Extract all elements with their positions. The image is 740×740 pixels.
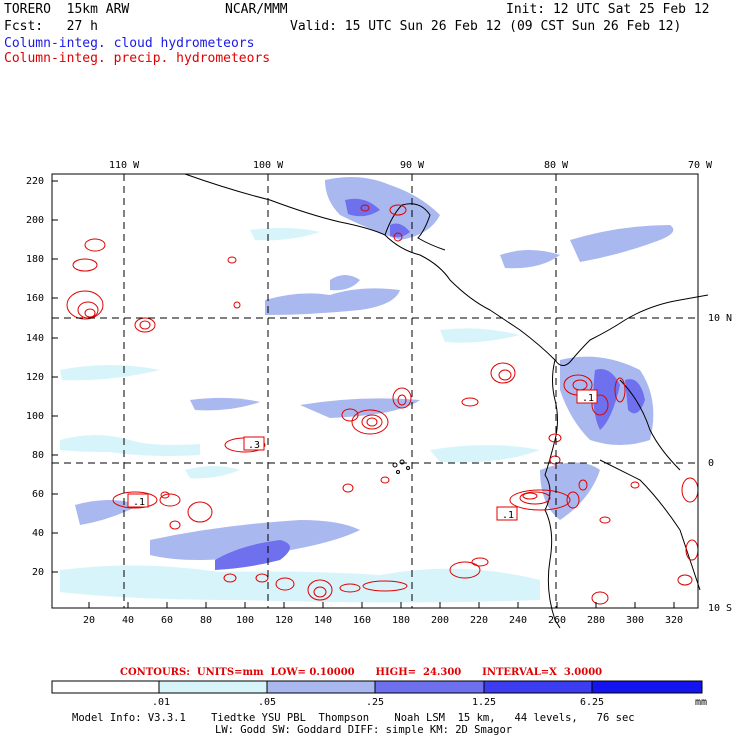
y-label: 140: [26, 333, 45, 344]
lon-label-100w: 100 W: [253, 160, 284, 171]
contour-label-3: .1: [502, 510, 514, 521]
contour-label-4: .1: [582, 393, 594, 404]
x-label: 240: [509, 615, 528, 626]
colorbar-label: 6.25: [580, 697, 605, 708]
model-info-line1: Model Info: V3.3.1 Tiedtke YSU PBL Thomp…: [72, 712, 635, 724]
x-label: 60: [161, 615, 174, 626]
model-info-line2: LW: Godd SW: Goddard DIFF: simple KM: 2D…: [215, 724, 513, 736]
x-label: 200: [431, 615, 450, 626]
x-label: 20: [83, 615, 96, 626]
colorbar-bin-4: [483, 680, 593, 694]
valid-time: Valid: 15 UTC Sun 26 Feb 12 (09 CST Sun …: [290, 19, 682, 34]
cloud-hydrometeor-fills: [60, 176, 674, 603]
x-label: 300: [626, 615, 645, 626]
y-tick-marks: [52, 180, 58, 573]
colorbar-bin-5: [591, 680, 703, 694]
colorbar-bin-2: [266, 680, 376, 694]
x-label: 320: [665, 615, 684, 626]
x-label: 160: [353, 615, 372, 626]
colorbar-label: .05: [258, 697, 277, 708]
lat-label-10n: 10 N: [708, 313, 733, 324]
y-label: 60: [32, 489, 45, 500]
lon-label-110w: 110 W: [109, 160, 140, 171]
lon-label-90w: 90 W: [400, 160, 425, 171]
galapagos-islands: [392, 459, 410, 474]
lat-label-0: 0: [708, 458, 715, 469]
center-name: NCAR/MMM: [225, 2, 288, 17]
model-title: TORERO 15km ARW: [4, 2, 130, 17]
colorbar-label: .25: [366, 697, 385, 708]
y-label: 20: [32, 567, 45, 578]
x-label: 120: [275, 615, 294, 626]
x-label: 140: [314, 615, 333, 626]
colorbar: [51, 680, 703, 694]
colorbar-bin-0: [51, 680, 160, 694]
y-label: 220: [26, 176, 45, 187]
x-label: 80: [200, 615, 213, 626]
x-tick-marks: [88, 602, 675, 608]
legend-cloud: Column-integ. cloud hydrometeors: [4, 36, 255, 51]
colorbar-bin-3: [374, 680, 485, 694]
legend-precip: Column-integ. precip. hydrometeors: [4, 51, 271, 66]
contours-info: CONTOURS: UNITS=mm LOW= 0.10000 HIGH= 24…: [120, 667, 603, 678]
y-label: 80: [32, 450, 45, 461]
x-label: 100: [236, 615, 255, 626]
colorbar-label: .01: [152, 697, 171, 708]
y-label: 180: [26, 254, 45, 265]
lon-label-70w: 70 W: [688, 160, 713, 171]
x-label: 220: [470, 615, 489, 626]
x-label: 180: [392, 615, 411, 626]
colorbar-label: 1.25: [472, 697, 497, 708]
init-time: Init: 12 UTC Sat 25 Feb 12: [506, 2, 710, 17]
x-label: 260: [548, 615, 567, 626]
contour-label-1: .1: [133, 497, 145, 508]
plot-frame: [51, 173, 699, 609]
y-label: 40: [32, 528, 45, 539]
contour-label-2: .3: [248, 440, 260, 451]
contour-label-boxes: [127, 389, 598, 521]
y-label: 200: [26, 215, 45, 226]
latlon-grid: [52, 174, 698, 608]
y-label: 120: [26, 372, 45, 383]
x-label: 280: [587, 615, 606, 626]
y-label: 100: [26, 411, 45, 422]
x-label: 40: [122, 615, 135, 626]
colorbar-bin-1: [158, 680, 268, 694]
lat-label-10s: 10 S: [708, 603, 733, 614]
lon-label-80w: 80 W: [544, 160, 569, 171]
y-label: 160: [26, 293, 45, 304]
colorbar-unit: mm: [695, 697, 708, 708]
forecast-hour: Fcst: 27 h: [4, 19, 98, 34]
